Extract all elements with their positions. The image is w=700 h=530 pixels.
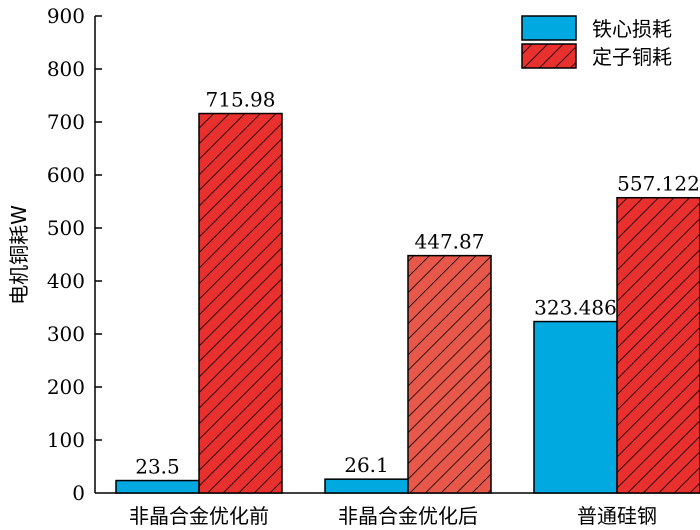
y-tick-label: 200 bbox=[47, 375, 85, 399]
x-category-label: 非晶合金优化前 bbox=[129, 504, 269, 528]
x-category-label: 非晶合金优化后 bbox=[338, 504, 478, 528]
y-tick-label: 100 bbox=[47, 428, 85, 452]
legend-label: 铁心损耗 bbox=[592, 17, 672, 41]
y-axis-title: 电机铜耗W bbox=[7, 205, 31, 305]
y-tick-label: 0 bbox=[72, 481, 85, 505]
y-tick-label: 800 bbox=[47, 57, 85, 81]
data-label: 26.1 bbox=[344, 453, 389, 477]
bar-copper-loss bbox=[407, 254, 492, 494]
data-label: 23.5 bbox=[135, 455, 180, 479]
data-label: 557.122 bbox=[617, 172, 700, 196]
bar-copper-loss bbox=[198, 112, 283, 494]
y-tick-label: 500 bbox=[47, 216, 85, 240]
legend-label: 定子铜耗 bbox=[592, 45, 672, 69]
y-tick-label: 400 bbox=[47, 269, 85, 293]
bar-iron-loss bbox=[115, 479, 200, 494]
y-tick-label: 900 bbox=[47, 4, 85, 28]
y-tick-label: 300 bbox=[47, 322, 85, 346]
data-label: 715.98 bbox=[206, 88, 276, 112]
legend-swatch-copper-loss bbox=[521, 43, 577, 69]
bar-iron-loss bbox=[533, 320, 618, 494]
x-category-label: 普通硅钢 bbox=[577, 504, 657, 528]
y-tick-label: 600 bbox=[47, 163, 85, 187]
plot-area: 0 100 200 300 400 500 600 700 800 900 23.5 715.98 非晶… bbox=[47, 4, 700, 528]
data-label: 447.87 bbox=[415, 230, 485, 254]
legend-swatch-iron-loss bbox=[521, 15, 577, 41]
bar-iron-loss bbox=[324, 478, 409, 494]
bar-copper-loss bbox=[616, 196, 700, 494]
data-label: 323.486 bbox=[534, 296, 617, 320]
y-tick-label: 700 bbox=[47, 110, 85, 134]
